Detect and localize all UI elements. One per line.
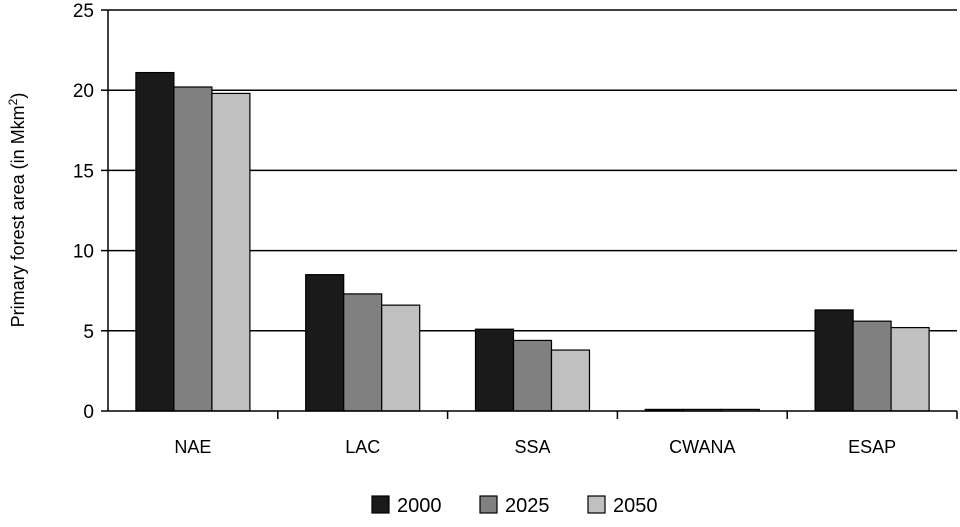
x-category-label: ESAP — [848, 437, 896, 457]
bar-lac-2000 — [305, 274, 345, 412]
legend-swatch-2025 — [479, 495, 498, 514]
bar-lac-2050 — [381, 304, 421, 412]
bar-ssa-2025 — [512, 339, 553, 412]
legend-swatch-2050 — [587, 495, 606, 514]
y-tick-label: 15 — [73, 161, 94, 182]
x-category-labels: NAE LAC SSA CWANA ESAP — [174, 411, 958, 457]
legend-swatch-2000 — [371, 495, 390, 514]
y-axis-title: Primary forest area (in Mkm2) — [6, 93, 28, 328]
y-tick-label: 25 — [73, 1, 94, 22]
y-tick-labels: 0 5 10 15 20 25 — [73, 1, 108, 423]
legend: 2000 2025 2050 — [371, 495, 658, 517]
x-category-label: LAC — [345, 437, 380, 457]
bar-esap-2025 — [852, 320, 892, 412]
y-axis-title-end: ) — [8, 93, 28, 99]
bar-ssa-2050 — [550, 349, 591, 412]
bars — [135, 71, 930, 412]
legend-label-2025: 2025 — [505, 495, 550, 517]
bar-nae-2050 — [211, 92, 251, 412]
y-axis-title-main: Primary forest area (in Mkm — [8, 105, 28, 327]
y-tick-label: 10 — [73, 242, 94, 263]
y-axis-title-sup: 2 — [6, 98, 20, 105]
axes — [107, 10, 957, 412]
x-category-label: SSA — [514, 437, 550, 457]
y-tick-label: 5 — [83, 322, 94, 343]
bar-nae-2000 — [135, 71, 175, 412]
x-category-label: NAE — [174, 437, 211, 457]
y-tick-label: 0 — [83, 402, 94, 423]
y-tick-label: 20 — [73, 81, 94, 102]
bar-ssa-2000 — [474, 328, 515, 412]
bar-esap-2050 — [890, 326, 930, 412]
legend-label-2050: 2050 — [613, 495, 658, 517]
x-category-label: CWANA — [669, 437, 735, 457]
bar-lac-2025 — [343, 293, 383, 412]
bar-nae-2025 — [173, 86, 213, 412]
bar-esap-2000 — [814, 309, 854, 412]
legend-label-2000: 2000 — [397, 495, 442, 517]
